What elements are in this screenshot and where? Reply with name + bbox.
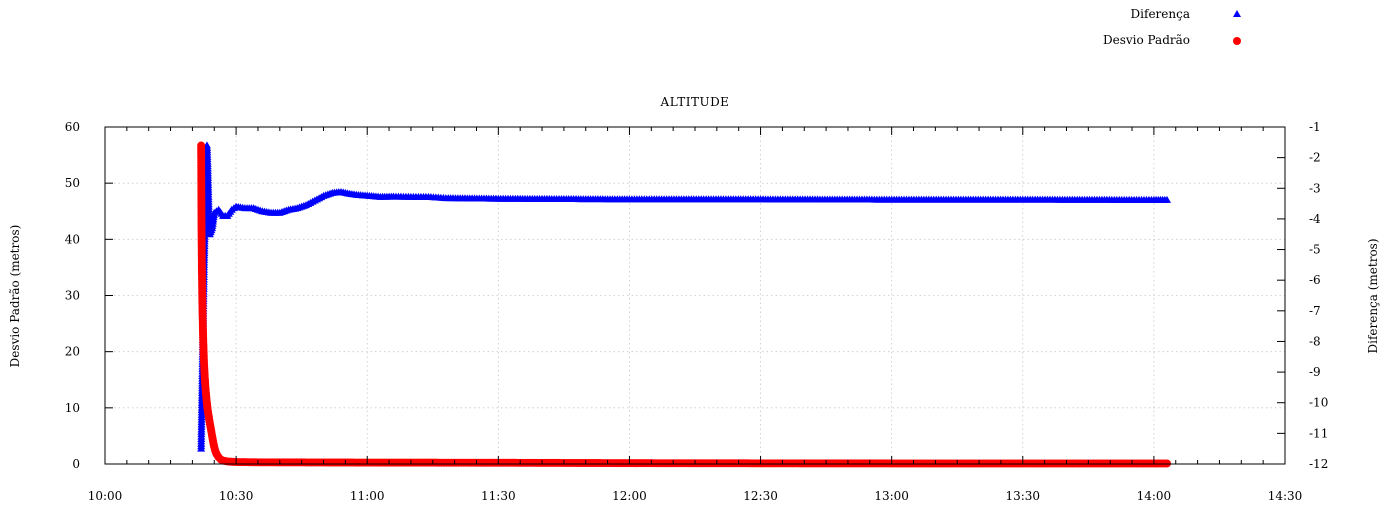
x-tick-label: 14:30 [1268, 489, 1303, 503]
y-axis-right-label: Diferença (metros) [1366, 238, 1380, 353]
plot-frame [104, 126, 1286, 465]
y-right-tick-label: -5 [1309, 243, 1321, 257]
y-right-tick-label: -10 [1309, 396, 1328, 410]
x-tick-label: 13:30 [1005, 489, 1040, 503]
axes: 10:00 10:30 11:00 11:30 12:00 12:30 13:00 13:30… [65, 120, 1329, 503]
y-left-tick-label: 50 [65, 176, 80, 190]
x-tick-label: 13:00 [874, 489, 909, 503]
y-right-tick-label: -8 [1309, 334, 1321, 348]
y-left-tick-label: 0 [72, 457, 80, 471]
legend: Diferença Desvio Padrão [1103, 7, 1241, 47]
y-right-tick-label: -2 [1309, 151, 1321, 165]
x-tick-label: 11:30 [481, 489, 516, 503]
y-left-tick-label: 40 [65, 232, 80, 246]
diferenca-point [1163, 195, 1171, 203]
x-tick-label: 12:30 [743, 489, 778, 503]
legend-marker-circle [1233, 37, 1241, 45]
y-right-tick-label: -11 [1309, 426, 1328, 440]
y-right-tick-label: -1 [1309, 120, 1321, 134]
legend-label-desvio-padrao: Desvio Padrão [1103, 33, 1190, 47]
x-tick-label: 14:00 [1137, 489, 1172, 503]
y-right-tick-label: -9 [1309, 365, 1321, 379]
y-right-tick-label: -3 [1309, 181, 1321, 195]
y-right-tick-label: -7 [1309, 304, 1321, 318]
y-right-tick-label: -6 [1309, 273, 1321, 287]
y-left-tick-label: 10 [65, 401, 80, 415]
x-tick-label: 11:00 [350, 489, 385, 503]
legend-label-diferenca: Diferença [1131, 7, 1190, 21]
y-right-tick-label: -4 [1309, 212, 1321, 226]
y-left-tick-label: 30 [65, 289, 80, 303]
y-left-tick-label: 20 [65, 345, 80, 359]
x-tick-label: 10:30 [219, 489, 254, 503]
grid [105, 127, 1285, 464]
y-right-tick-label: -12 [1309, 457, 1328, 471]
y-axis-left-label: Desvio Padrão (metros) [8, 225, 22, 368]
plot-points [197, 141, 1171, 468]
x-tick-label: 10:00 [88, 489, 123, 503]
legend-marker-triangle [1233, 10, 1241, 17]
x-tick-label: 12:00 [612, 489, 647, 503]
desvio-padrao-point [1163, 459, 1171, 468]
chart-title: ALTITUDE [660, 95, 730, 109]
y-left-tick-label: 60 [65, 120, 80, 134]
